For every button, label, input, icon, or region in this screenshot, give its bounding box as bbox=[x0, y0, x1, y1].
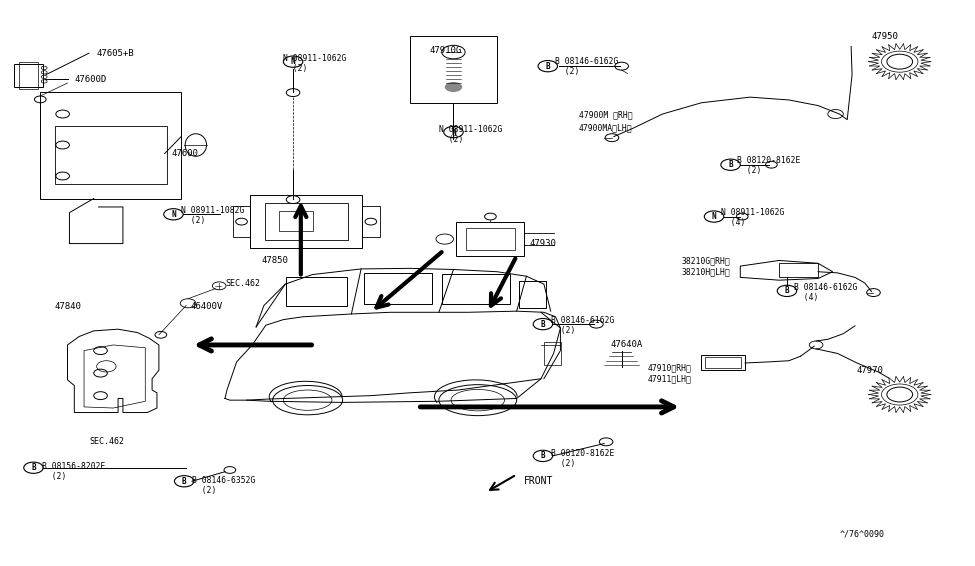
Bar bbox=[265, 203, 347, 239]
Text: (2): (2) bbox=[551, 326, 575, 335]
Text: N: N bbox=[712, 212, 717, 221]
Text: 47910〈RH〉: 47910〈RH〉 bbox=[648, 363, 692, 372]
Text: B 08120-8162E: B 08120-8162E bbox=[737, 156, 800, 165]
Text: 47900MA〈LH〉: 47900MA〈LH〉 bbox=[579, 123, 633, 132]
Text: (4): (4) bbox=[794, 293, 818, 302]
Text: N 08911-1062G: N 08911-1062G bbox=[284, 54, 347, 63]
Bar bbox=[40, 92, 181, 199]
Text: B: B bbox=[540, 320, 545, 329]
Bar bbox=[779, 263, 818, 277]
Text: B 08156-8202E: B 08156-8202E bbox=[42, 461, 105, 470]
Bar bbox=[456, 222, 525, 256]
Text: N 08911-1062G: N 08911-1062G bbox=[721, 208, 784, 217]
Text: 47930: 47930 bbox=[529, 239, 556, 248]
Bar bbox=[442, 274, 510, 305]
Text: N: N bbox=[291, 57, 295, 66]
Bar bbox=[233, 206, 251, 237]
Bar bbox=[701, 354, 745, 370]
Text: B 08146-6352G: B 08146-6352G bbox=[192, 475, 255, 484]
Text: 47600: 47600 bbox=[172, 149, 198, 158]
Bar bbox=[251, 195, 362, 248]
Text: 38210H〈LH〉: 38210H〈LH〉 bbox=[682, 267, 730, 276]
Text: 38210G〈RH〉: 38210G〈RH〉 bbox=[682, 256, 730, 265]
Text: B: B bbox=[540, 452, 545, 460]
Text: N 08911-1062G: N 08911-1062G bbox=[439, 125, 502, 134]
Text: 47850: 47850 bbox=[262, 256, 289, 265]
Bar bbox=[364, 273, 432, 305]
Text: (2): (2) bbox=[284, 65, 308, 74]
Bar bbox=[410, 36, 497, 103]
Text: (2): (2) bbox=[555, 67, 579, 76]
Bar bbox=[519, 281, 546, 308]
Text: (2): (2) bbox=[551, 458, 575, 468]
Text: (2): (2) bbox=[737, 166, 761, 175]
Bar bbox=[466, 228, 515, 250]
Bar bbox=[705, 357, 741, 368]
Bar bbox=[287, 277, 346, 306]
Text: 47900M 〈RH〉: 47900M 〈RH〉 bbox=[579, 111, 633, 119]
Text: N: N bbox=[451, 127, 455, 136]
Text: B 08146-6162G: B 08146-6162G bbox=[551, 316, 614, 325]
Text: SEC.462: SEC.462 bbox=[89, 438, 124, 447]
Text: 47600D: 47600D bbox=[74, 75, 106, 84]
Text: 46400V: 46400V bbox=[191, 302, 223, 311]
Text: B 08120-8162E: B 08120-8162E bbox=[551, 449, 614, 457]
Text: B: B bbox=[785, 286, 789, 295]
Text: ^/76^0090: ^/76^0090 bbox=[839, 529, 884, 538]
Bar bbox=[14, 65, 43, 87]
Text: (2): (2) bbox=[181, 216, 206, 225]
Text: 47911〈LH〉: 47911〈LH〉 bbox=[648, 374, 692, 383]
Text: B: B bbox=[31, 463, 36, 472]
Bar bbox=[362, 206, 379, 237]
Bar bbox=[55, 126, 167, 185]
Text: B 08146-6162G: B 08146-6162G bbox=[794, 283, 857, 292]
Bar bbox=[19, 62, 38, 89]
Text: 47910G: 47910G bbox=[429, 46, 461, 55]
Text: (4): (4) bbox=[721, 218, 745, 226]
Text: (2): (2) bbox=[439, 135, 463, 144]
Text: 47605+B: 47605+B bbox=[97, 49, 135, 58]
Text: (2): (2) bbox=[192, 486, 216, 495]
Bar bbox=[280, 212, 314, 231]
Text: B: B bbox=[545, 62, 550, 71]
Text: SEC.462: SEC.462 bbox=[225, 278, 260, 288]
Text: N 08911-1082G: N 08911-1082G bbox=[181, 206, 245, 215]
Text: B: B bbox=[728, 160, 733, 169]
Text: FRONT: FRONT bbox=[524, 476, 553, 486]
Text: B: B bbox=[182, 477, 186, 486]
Text: 47970: 47970 bbox=[857, 366, 883, 375]
Bar bbox=[544, 342, 562, 365]
Text: N: N bbox=[172, 210, 176, 219]
Circle shape bbox=[445, 82, 462, 92]
Text: (2): (2) bbox=[42, 471, 66, 481]
Text: 47950: 47950 bbox=[872, 32, 898, 41]
Text: 47640A: 47640A bbox=[611, 341, 644, 349]
Text: 47840: 47840 bbox=[55, 302, 82, 311]
Text: B 08146-6162G: B 08146-6162G bbox=[555, 57, 618, 66]
